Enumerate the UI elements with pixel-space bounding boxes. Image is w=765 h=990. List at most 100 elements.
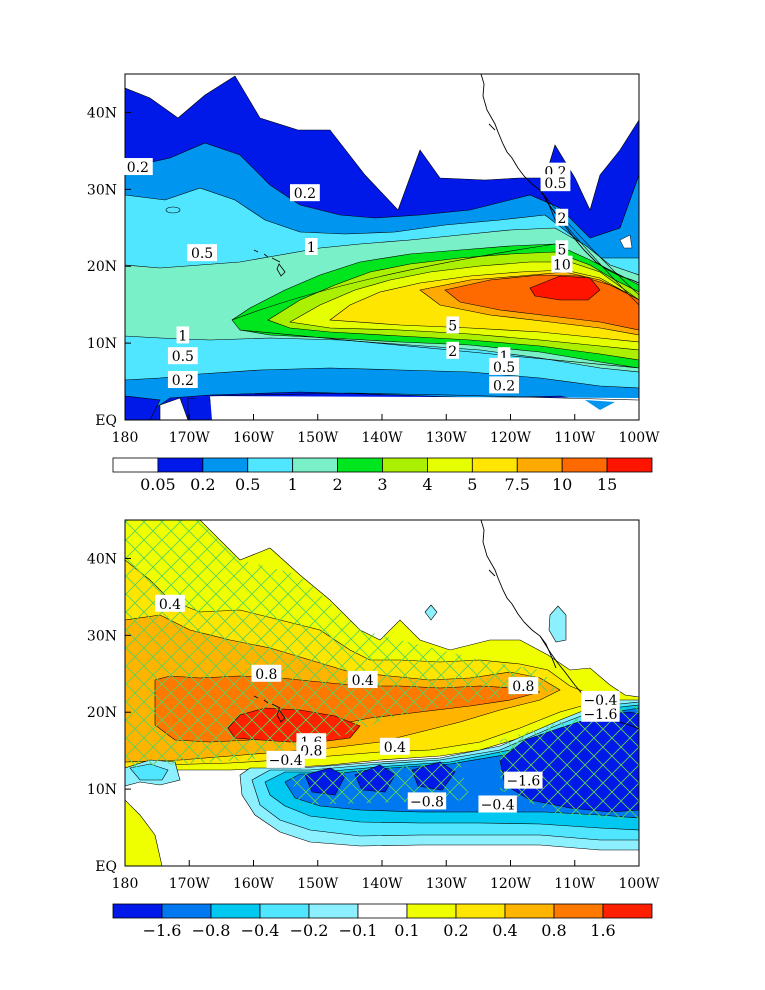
contour-label-bg (555, 240, 569, 258)
bottom-panel: 180 170W 160W 150W 140W 130W 120W 110W 100W EQ 10… (87, 519, 660, 940)
top-filled-contours (125, 74, 639, 420)
x-tick-label: 150W (297, 430, 339, 446)
y-tick-label: 40N (87, 551, 117, 567)
y-tick-label: 20N (87, 705, 117, 721)
x-tick-label: 160W (233, 430, 275, 446)
colorbar-label: 7.5 (505, 475, 530, 494)
contour-label: 2 (448, 344, 457, 360)
contour-label-bg (347, 670, 378, 688)
x-tick-label: 110W (554, 876, 596, 892)
contour-label-bg (266, 750, 305, 768)
contour-label: 0.2 (172, 373, 194, 389)
contour-label-bg (540, 174, 571, 192)
colorbar-swatch (516, 457, 563, 473)
y-tick-label: 30N (87, 182, 117, 198)
contour-label-bg (122, 158, 153, 176)
y-tick-label: 10N (87, 336, 117, 352)
contour-label-bg (446, 341, 459, 359)
contour-label: 0.5 (191, 246, 213, 262)
bottom-contour-labels: 0.40.80.40.8−0.4−1.61.60.8−0.40.4−1.6−0.… (155, 594, 620, 813)
colorbar-swatch (112, 457, 159, 473)
x-tick-label: 130W (426, 430, 468, 446)
x-tick-label: 100W (618, 876, 660, 892)
colorbar-label: −0.2 (290, 921, 329, 940)
colorbar-swatch (337, 457, 383, 473)
contour-label-bg (407, 792, 447, 810)
bottom-hatch-north (125, 520, 560, 768)
x-tick-label: 130W (426, 876, 468, 892)
top-x-axis: 180 170W 160W 150W 140W 130W 120W 110W 100W (112, 414, 660, 446)
colorbar-swatch (202, 457, 249, 473)
colorbar-label: 0.2 (443, 921, 468, 940)
colorbar-swatch (504, 903, 555, 919)
contour-label-bg (555, 208, 569, 226)
colorbar-swatch (259, 903, 310, 919)
contour-label-bg (305, 238, 318, 255)
colorbar-swatch (247, 457, 294, 473)
bottom-y-axis: EQ 10N 20N 30N 40N (87, 551, 131, 875)
colorbar-swatch (427, 457, 473, 473)
contour-label: 0.2 (493, 378, 515, 394)
contour-label: 0.2 (127, 160, 149, 176)
contour-label-bg (251, 664, 282, 682)
colorbar-label: 0.2 (190, 475, 215, 494)
colorbar-label: −0.8 (192, 921, 231, 940)
colorbar-label: 0.05 (140, 475, 176, 494)
colorbar-swatch (471, 457, 518, 473)
colorbar-swatch (292, 457, 338, 473)
contour-label-bg (446, 316, 459, 334)
bottom-filled-contours (125, 520, 639, 866)
contour-label: 0.5 (493, 360, 515, 376)
colorbar-swatch (455, 903, 506, 919)
y-tick-label: EQ (95, 413, 117, 429)
contour-label: 0.4 (352, 673, 374, 689)
contour-label-bg (581, 690, 620, 708)
colorbar-label: 4 (422, 475, 432, 494)
colorbar-label: −1.6 (143, 921, 182, 940)
contour-label-bg (187, 244, 217, 262)
contour-label-bg (489, 357, 519, 375)
contour-label-bg (379, 737, 410, 755)
colorbar-swatch (308, 903, 359, 919)
top-panel: 180 170W 160W 150W 140W 130W 120W 110W 100W EQ10… (87, 73, 660, 494)
colorbar-swatch (382, 457, 428, 473)
contour-label: 0.4 (159, 597, 181, 613)
colorbar-label: −0.1 (339, 921, 378, 940)
x-tick-label: 110W (554, 430, 596, 446)
contour-label: 5 (557, 242, 566, 258)
contour-label: 0.5 (544, 176, 566, 192)
contour-label: −1.6 (506, 774, 540, 790)
colorbar-swatch (606, 457, 653, 473)
contour-label: 5 (448, 318, 457, 334)
contour-label-bg (478, 795, 517, 813)
colorbar-swatch (112, 903, 163, 919)
colorbar-swatch (161, 903, 212, 919)
y-tick-label: 30N (87, 628, 117, 644)
colorbar-swatch (357, 903, 408, 919)
contour-label-bg (551, 255, 573, 273)
contour-label: 2 (557, 211, 566, 227)
colorbar-swatch (602, 903, 653, 919)
x-tick-label: 160W (233, 876, 275, 892)
contour-label: 0.5 (172, 349, 194, 365)
contour-label: −0.4 (481, 797, 515, 813)
colorbar-label: 10 (552, 475, 572, 494)
colorbar-label: 1.6 (590, 921, 615, 940)
contour-label: −1.6 (583, 707, 617, 723)
contour-label-bg (489, 376, 519, 394)
top-y-axis: EQ 10N 20N 30N 40N (87, 105, 131, 429)
colorbar-swatch (157, 457, 204, 473)
y-tick-label: 20N (87, 259, 117, 275)
contour-label-bg (167, 371, 198, 389)
contour-label-bg (176, 326, 190, 344)
x-tick-label: 120W (490, 430, 532, 446)
top-colorbar: 0.05 0.2 0.5 1 2 3 4 5 7.5 10 15 (112, 457, 653, 494)
contour-label: −0.8 (410, 794, 444, 810)
contour-label: 0.2 (294, 186, 316, 202)
x-tick-label: 180 (112, 876, 139, 892)
contour-label: 10 (553, 258, 571, 274)
contour-label-bg (504, 771, 543, 789)
colorbar-label: 0.4 (492, 921, 517, 940)
